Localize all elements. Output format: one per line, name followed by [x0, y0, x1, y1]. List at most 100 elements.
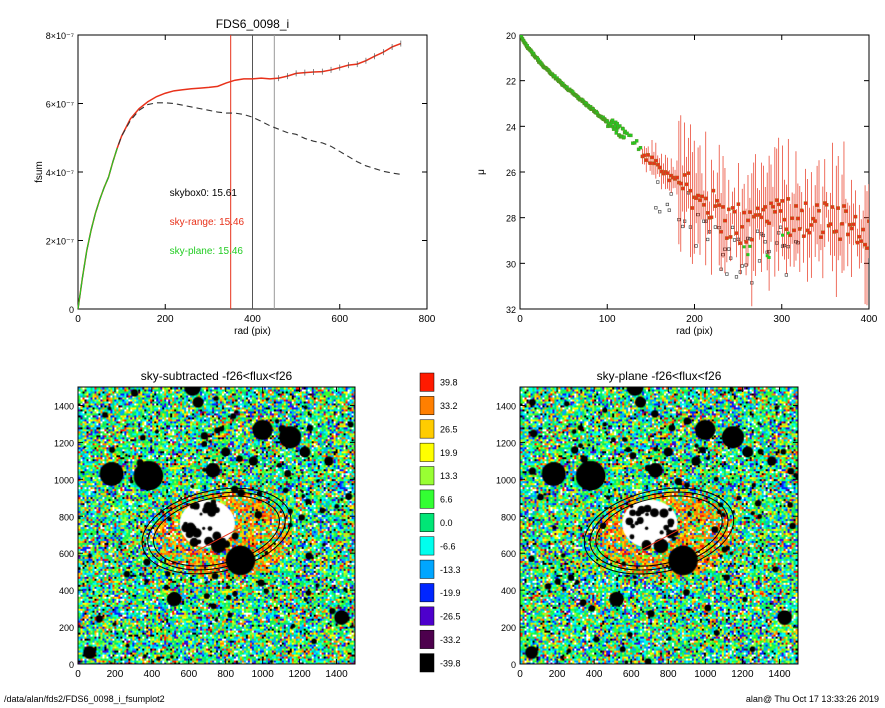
colorbar-swatch [419, 442, 435, 462]
mu-point-sky-range [753, 213, 758, 217]
mu-point-sky-range [713, 204, 718, 208]
img2-image-xtick-label: 800 [660, 669, 677, 680]
mu-point-sky-range [799, 208, 804, 213]
img1-image-xtick-label: 0 [75, 669, 81, 680]
mu-point-sky-range [824, 203, 829, 207]
mu-point-skybox0 [740, 264, 744, 268]
fsum-series-skybox0 [77, 102, 401, 310]
mu-point-skybox0 [779, 225, 783, 229]
mu-point-skybox0 [734, 275, 739, 279]
colorbar-swatch [419, 513, 435, 532]
mu-plot-ytick-label: 26 [506, 168, 516, 178]
mu-point-sky-range [861, 227, 865, 232]
mu-point-sky-range [849, 226, 854, 231]
mu-point-sky-range [719, 229, 723, 234]
mu-point-sky-range [792, 228, 796, 233]
mu-point-sky-range [667, 178, 672, 183]
img1-image: 0 200 400 600 800 1000 1200 1400 0 200 400 600 800 10… [54, 369, 356, 680]
mu-point-skybox0 [755, 229, 760, 233]
mu-point-sky-range [734, 231, 739, 235]
img2-image-ytick-label: 1400 [496, 401, 516, 411]
fsum-plot-ylabel: fsum [34, 161, 45, 183]
img2-pixels [520, 387, 798, 664]
fsum-plot-ytick-label: 4×10⁻⁷ [46, 168, 74, 178]
mu-point-sky-range [721, 205, 725, 209]
img2-major-axis [638, 526, 685, 552]
mu-point-sky-range [738, 241, 743, 245]
mu-point-sky-range [798, 227, 802, 231]
mu-point-sky-range [759, 215, 764, 220]
mu-point-sky-range [828, 222, 833, 226]
mu-point-sky-range [840, 222, 844, 226]
colorbar-swatch [419, 396, 435, 416]
mu-points [520, 35, 869, 307]
colorbar-swatch [419, 372, 435, 392]
mu-point-sky-plane [625, 131, 629, 136]
mu-point-sky-range [773, 210, 777, 214]
mu-point-sky-range [851, 222, 856, 227]
colorbar-label: -33.2 [440, 635, 461, 645]
mu-point-sky-range [834, 229, 839, 234]
mu-point-sky-range [726, 207, 731, 212]
mu-plot-ytick-label: 22 [506, 77, 516, 87]
mu-point-sky-plane [786, 231, 790, 235]
img1-image-ytick-label: 1200 [54, 438, 74, 448]
mu-point-sky-plane [746, 253, 750, 257]
mu-point-sky-plane [623, 129, 627, 134]
mu-point-sky-range [696, 193, 700, 198]
img1-image-ytick-label: 400 [59, 586, 74, 596]
mu-point-sky-range [845, 232, 850, 237]
mu-point-sky-range [642, 153, 647, 158]
mu-point-sky-range [665, 171, 670, 175]
img2-image-xtick-label: 200 [549, 669, 566, 680]
footer-path: /data/alan/fds2/FDS6_0098_i_fsumplot2 [4, 694, 165, 704]
mu-point-skybox0 [681, 224, 685, 229]
img1-image-ytick-label: 1000 [54, 475, 74, 485]
mu-point-skybox0 [667, 208, 671, 212]
mu-point-skybox0 [694, 244, 698, 248]
mu-point-sky-range [784, 227, 789, 232]
img2-image-xtick-label: 400 [586, 669, 603, 680]
mu-point-sky-range [730, 206, 735, 210]
colorbar-swatch [419, 536, 435, 556]
mu-point-sky-range [769, 201, 773, 206]
mu-point-sky-range [644, 158, 649, 162]
colorbar-label: -6.6 [440, 541, 456, 551]
fsum-plot-xlabel: rad (pix) [234, 326, 271, 337]
img1-pixels [78, 387, 355, 664]
mu-point-sky-range [844, 209, 848, 213]
mu-point-skybox0 [656, 180, 660, 184]
img2-image-xtick-label: 0 [517, 669, 523, 680]
img2-aperture-ellipse-1 [589, 491, 729, 571]
mu-point-sky-range [679, 181, 683, 186]
mu-point-sky-range [842, 204, 846, 208]
mu-point-sky-range [809, 223, 814, 227]
mu-point-skybox0 [763, 240, 767, 244]
mu-point-sky-plane [633, 141, 637, 145]
mu-point-sky-range [705, 211, 710, 215]
colorbar-swatch [419, 606, 435, 626]
fsum-plot: 0 200 400 600 800 0 2×10⁻⁷ 4×10⁻⁷ 6×10⁻⁷ 8×10⁻⁷ ra… [34, 17, 436, 337]
mu-point-skybox0 [757, 259, 762, 263]
mu-point-sky-plane [634, 139, 639, 143]
fsum-plot-ytick-label: 8×10⁻⁷ [46, 31, 74, 41]
mu-point-sky-range [836, 206, 841, 210]
img1-image-xtick-label: 800 [217, 669, 234, 680]
fsum-plot-xtick-label: 400 [244, 314, 261, 325]
img1-image-xtick-label: 600 [180, 669, 197, 680]
mu-point-sky-range [690, 206, 695, 210]
mu-point-sky-range [648, 161, 652, 165]
mu-point-sky-plane [638, 146, 643, 150]
mu-plot-xtick-label: 400 [861, 314, 878, 325]
colorbar-swatch [419, 583, 435, 603]
fsum-plot-xtick-label: 200 [157, 314, 174, 325]
mu-point-sky-range [801, 234, 806, 238]
mu-point-skybox0 [727, 247, 731, 251]
mu-point-sky-range [855, 240, 860, 245]
img1-image-frame [77, 386, 356, 665]
mu-point-skybox0 [731, 225, 735, 230]
img2-image-frame [519, 386, 799, 665]
mu-point-sky-range [813, 219, 817, 223]
colorbar-label: 26.5 [440, 424, 458, 434]
img1-image-xtick-label: 1000 [252, 669, 275, 680]
